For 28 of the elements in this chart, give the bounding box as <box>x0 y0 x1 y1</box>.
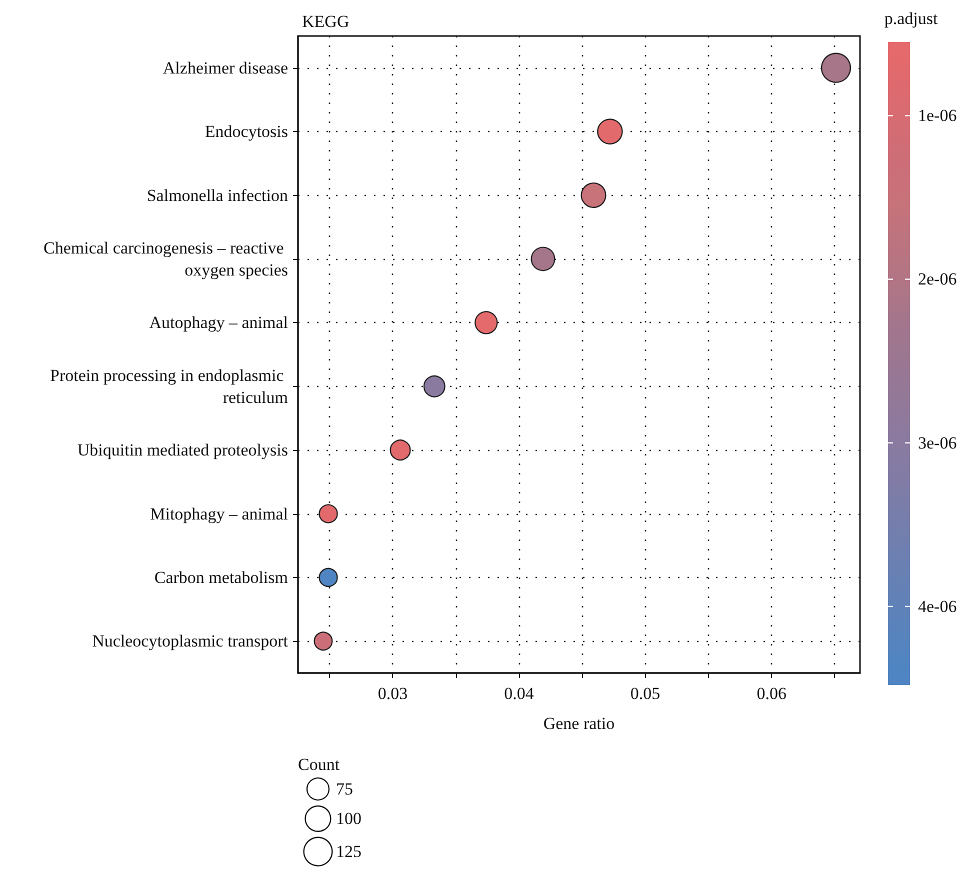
x-tick-label: 0.04 <box>504 684 534 703</box>
color-bar-label: 3e-06 <box>918 433 957 452</box>
x-tick-label: 0.05 <box>630 684 660 703</box>
y-tick-label: Mitophagy – animal <box>150 504 288 524</box>
color-bar-title: p.adjust <box>884 9 938 28</box>
y-tick-label: Carbon metabolism <box>154 568 288 587</box>
y-tick-label: Endocytosis <box>204 122 288 142</box>
y-tick-label: Salmonella infection <box>146 186 288 205</box>
color-bar-label: 1e-06 <box>918 106 957 126</box>
chart-title: KEGG <box>302 12 350 31</box>
y-tick-label: Ubiquitin mediated proteolysis <box>77 440 288 460</box>
y-tick-label: Chemical carcinogenesis – reactive oxygen species <box>44 238 288 280</box>
color-bar-label: 4e-06 <box>918 596 957 616</box>
point <box>474 311 498 334</box>
legend-label: 125 <box>336 842 362 862</box>
y-tick-label: Protein processing in endoplasmic reticulum <box>50 366 288 407</box>
y-tick-label: Alzheimer disease <box>162 58 288 78</box>
color-bar-label: 2e-06 <box>918 270 957 289</box>
y-tick-label: Autophagy – animal <box>149 313 288 332</box>
x-tick-label: 0.03 <box>378 684 408 703</box>
x-tick-label: 0.06 <box>756 684 786 703</box>
legend-label: 100 <box>336 809 362 828</box>
legend-title: Count <box>298 755 340 774</box>
legend-label: 75 <box>336 780 353 798</box>
y-tick-label: Nucleocytoplasmic transport <box>92 632 288 651</box>
point <box>390 440 411 461</box>
point <box>423 375 446 398</box>
x-axis-title: Gene ratio <box>543 714 615 733</box>
